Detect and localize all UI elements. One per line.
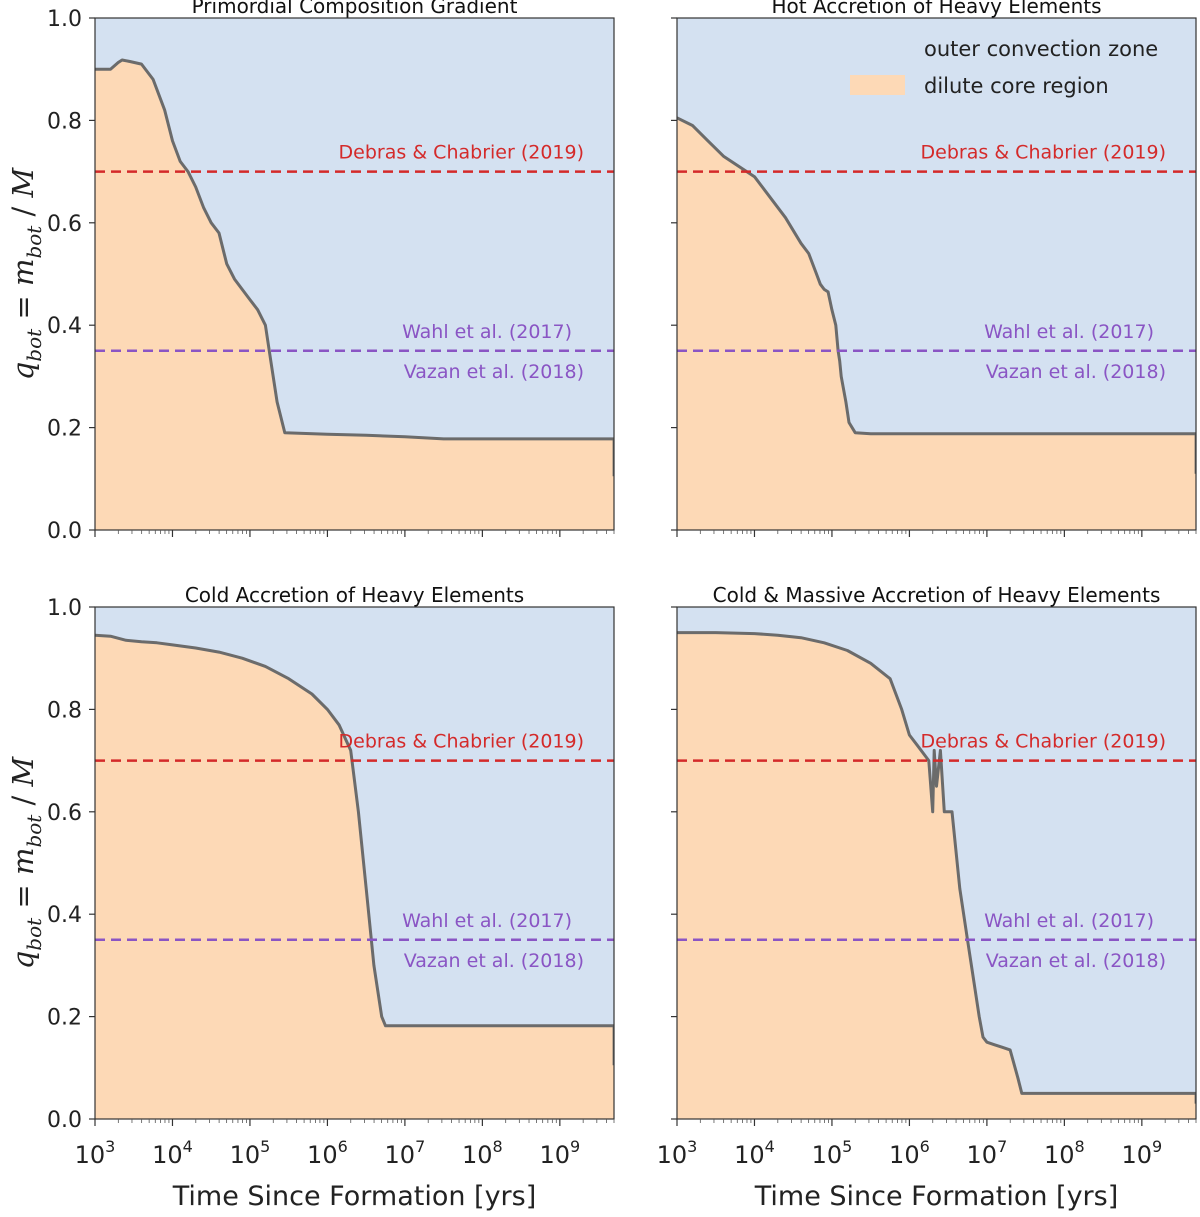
panel-title: Primordial Composition Gradient [192,0,518,18]
y-tick-label: 0.2 [47,1006,82,1031]
reference-label: Vazan et al. (2018) [986,361,1166,383]
x-tick-label: 108 [462,1137,503,1169]
x-tick-label: 105 [812,1137,853,1169]
x-tick-label: 109 [539,1137,580,1169]
dilute-core-area [95,635,614,1119]
y-tick-label: 0.6 [47,801,82,826]
reference-label: Wahl et al. (2017) [984,910,1154,932]
reference-label: Wahl et al. (2017) [402,321,572,343]
x-tick-label: 106 [889,1137,930,1169]
reference-label: Debras & Chabrier (2019) [339,142,584,164]
panel-1: Debras & Chabrier (2019) Wahl et al. (201… [6,0,615,544]
legend: outer convection zone dilute core region [850,37,1158,98]
panel-2: Debras & Chabrier (2019) Wahl et al. (201… [671,0,1197,537]
x-tick-label: 104 [734,1137,775,1169]
y-tick-label: 0.8 [47,698,82,723]
panel-title: Cold & Massive Accretion of Heavy Elemen… [713,583,1161,607]
reference-label: Debras & Chabrier (2019) [921,731,1166,753]
q-bot-boundary-line [95,58,614,477]
reference-label: Vazan et al. (2018) [986,950,1166,972]
x-tick-label: 107 [385,1137,426,1169]
dilute-core-area [95,60,614,530]
x-tick-label: 107 [967,1137,1008,1169]
y-tick-label: 0.0 [47,1108,82,1133]
x-tick-label: 103 [657,1137,698,1169]
x-tick-label: 108 [1044,1137,1085,1169]
legend-label: outer convection zone [924,37,1158,61]
y-tick-label: 1.0 [47,7,82,32]
panel-title: Hot Accretion of Heavy Elements [771,0,1101,18]
legend-label: dilute core region [924,74,1109,98]
q-bot-boundary-line [95,633,614,1066]
x-tick-label: 105 [230,1137,271,1169]
reference-label: Vazan et al. (2018) [404,950,584,972]
reference-label: Wahl et al. (2017) [402,910,572,932]
panel-title: Cold Accretion of Heavy Elements [185,583,524,607]
y-tick-label: 0.6 [47,212,82,237]
reference-label: Debras & Chabrier (2019) [339,731,584,753]
x-axis-title: Time Since Formation [yrs] [172,1181,537,1212]
y-axis-title: qbot = mbot / M [6,755,46,969]
q-bot-boundary-line [677,631,1196,1104]
reference-label: Wahl et al. (2017) [984,321,1154,343]
axes-frame [676,606,1197,1120]
y-tick-label: 0.2 [47,417,82,442]
y-tick-label: 1.0 [47,596,82,621]
y-tick-label: 0.4 [47,903,82,928]
x-tick-label: 106 [307,1137,348,1169]
x-axis-title: Time Since Formation [yrs] [754,1181,1119,1212]
dilute-core-area [677,632,1196,1119]
reference-label: Debras & Chabrier (2019) [921,142,1166,164]
legend-swatch [850,38,905,58]
reference-label: Vazan et al. (2018) [404,361,584,383]
y-tick-label: 0.4 [47,314,82,339]
panel-4: Debras & Chabrier (2019) Wahl et al. (201… [657,583,1197,1212]
q-bot-boundary-line [677,116,1196,474]
x-tick-label: 109 [1121,1137,1162,1169]
panel-3: Debras & Chabrier (2019) Wahl et al. (201… [6,583,615,1212]
axes-frame [676,17,1197,531]
x-tick-label: 104 [152,1137,193,1169]
legend-swatch [850,75,905,95]
y-tick-label: 0.8 [47,109,82,134]
y-tick-label: 0.0 [47,519,82,544]
x-tick-label: 103 [75,1137,116,1169]
axes-frame [94,17,615,531]
dilute-core-area [677,117,1196,530]
axes-frame [94,606,615,1120]
y-axis-title: qbot = mbot / M [6,166,46,380]
